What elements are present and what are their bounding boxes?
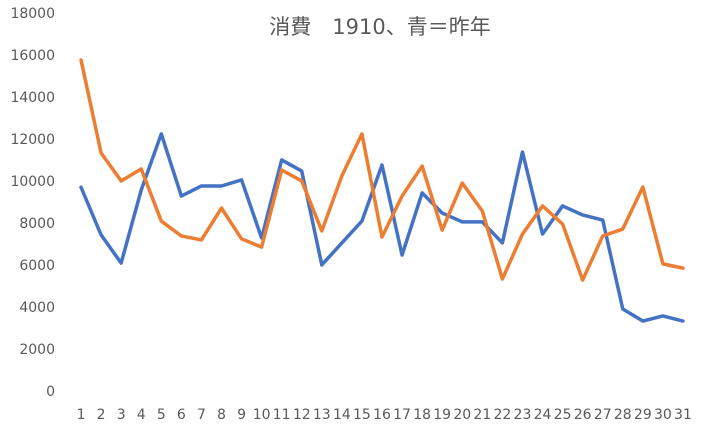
x-tick-label: 5 (157, 407, 166, 423)
x-tick-label: 6 (177, 407, 186, 423)
y-tick-label: 2000 (19, 342, 55, 358)
x-tick-label: 2 (97, 407, 106, 423)
y-tick-label: 14000 (10, 90, 55, 106)
x-tick-label: 3 (117, 407, 126, 423)
y-tick-label: 18000 (10, 6, 55, 22)
x-tick-label: 13 (313, 407, 331, 423)
x-tick-label: 31 (674, 407, 692, 423)
x-tick-label: 1 (77, 407, 86, 423)
x-tick-label: 27 (594, 407, 612, 423)
x-tick-label: 24 (534, 407, 552, 423)
x-tick-label: 22 (493, 407, 511, 423)
y-tick-label: 16000 (10, 48, 55, 64)
chart-title: 消費 1910、青＝昨年 (269, 15, 490, 39)
x-tick-label: 10 (253, 407, 271, 423)
x-tick-label: 7 (197, 407, 206, 423)
x-tick-label: 20 (453, 407, 471, 423)
y-tick-label: 6000 (19, 258, 55, 274)
x-tick-label: 18 (413, 407, 431, 423)
x-tick-label: 8 (217, 407, 226, 423)
x-tick-label: 12 (293, 407, 311, 423)
x-tick-label: 17 (393, 407, 411, 423)
y-tick-label: 12000 (10, 132, 55, 148)
x-tick-label: 26 (574, 407, 592, 423)
x-tick-label: 19 (433, 407, 451, 423)
x-tick-label: 30 (654, 407, 672, 423)
y-tick-label: 4000 (19, 300, 55, 316)
x-tick-label: 9 (237, 407, 246, 423)
x-tick-label: 15 (353, 407, 371, 423)
x-tick-label: 23 (514, 407, 532, 423)
x-tick-label: 21 (473, 407, 491, 423)
y-tick-label: 10000 (10, 174, 55, 190)
x-tick-label: 16 (373, 407, 391, 423)
x-tick-label: 28 (614, 407, 632, 423)
series-line (79, 132, 685, 323)
x-tick-label: 14 (333, 407, 351, 423)
x-tick-label: 4 (137, 407, 146, 423)
x-tick-label: 11 (273, 407, 291, 423)
x-tick-label: 25 (554, 407, 572, 423)
series-line (79, 58, 685, 282)
y-tick-label: 8000 (19, 216, 55, 232)
x-tick-label: 29 (634, 407, 652, 423)
y-tick-label: 0 (46, 384, 55, 400)
